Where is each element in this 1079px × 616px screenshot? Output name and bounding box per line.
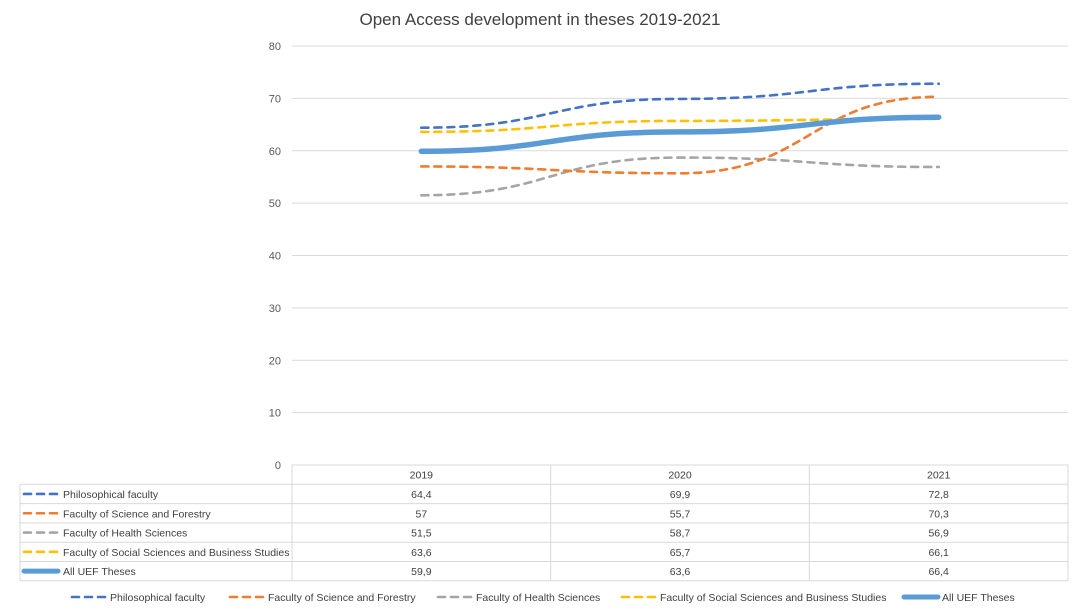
table-cell-value: 58,7 <box>670 528 691 540</box>
y-tick-label: 40 <box>269 251 281 263</box>
y-tick-label: 0 <box>275 460 281 472</box>
table-header-category: 2020 <box>668 470 692 482</box>
y-tick-label: 10 <box>269 408 281 420</box>
table-cell-value: 63,6 <box>411 547 432 559</box>
table-cell-value: 57 <box>415 508 427 520</box>
table-cell-value: 63,6 <box>670 566 691 578</box>
table-row-name: Faculty of Health Sciences <box>63 528 187 540</box>
table-cell-value: 69,9 <box>670 489 691 501</box>
legend-entry: Faculty of Social Sciences and Business … <box>660 592 886 604</box>
gridlines <box>292 45 1068 414</box>
chart-title: Open Access development in theses 2019-2… <box>359 10 720 29</box>
series-line <box>420 117 940 134</box>
table-cell-value: 56,9 <box>928 528 949 540</box>
legend-entry: All UEF Theses <box>942 592 1015 604</box>
legend-entry: Faculty of Health Sciences <box>476 592 600 604</box>
y-tick-label: 50 <box>269 198 281 210</box>
series-line <box>420 95 940 175</box>
table-cell-value: 65,7 <box>670 547 691 559</box>
table-row-name: Philosophical faculty <box>63 489 159 501</box>
table-header-category: 2021 <box>927 470 951 482</box>
series-line <box>420 156 940 197</box>
y-tick-label: 80 <box>269 41 281 53</box>
table-cell-value: 55,7 <box>670 508 691 520</box>
series-line <box>420 82 940 130</box>
series-line <box>418 114 942 155</box>
table-cell-value: 72,8 <box>928 489 949 501</box>
table-cell-value: 66,4 <box>928 566 949 578</box>
table-row-name: Faculty of Social Sciences and Business … <box>63 547 289 559</box>
table-cell-value: 66,1 <box>928 547 949 559</box>
table-cell-value: 64,4 <box>411 489 432 501</box>
y-tick-label: 20 <box>269 355 281 367</box>
y-tick-label: 60 <box>269 146 281 158</box>
table-cell-value: 70,3 <box>928 508 949 520</box>
legend-entry: Faculty of Science and Forestry <box>268 592 416 604</box>
table-row-name: Faculty of Science and Forestry <box>63 508 211 520</box>
series-lines <box>418 82 942 197</box>
table-header-category: 2019 <box>410 470 434 482</box>
y-axis-tick-labels: 0 10 20 30 40 50 60 70 80 <box>269 41 281 472</box>
y-tick-label: 70 <box>269 93 281 105</box>
table-row-name: All UEF Theses <box>63 566 136 578</box>
legend: Philosophical faculty Faculty of Science … <box>70 592 1015 604</box>
data-table: 2019 2020 2021 Philosophical faculty 64,4 69,… <box>19 464 1069 582</box>
legend-entry: Philosophical faculty <box>110 592 206 604</box>
table-cell-value: 51,5 <box>411 528 432 540</box>
table-cell-value: 59,9 <box>411 566 432 578</box>
y-tick-label: 30 <box>269 303 281 315</box>
